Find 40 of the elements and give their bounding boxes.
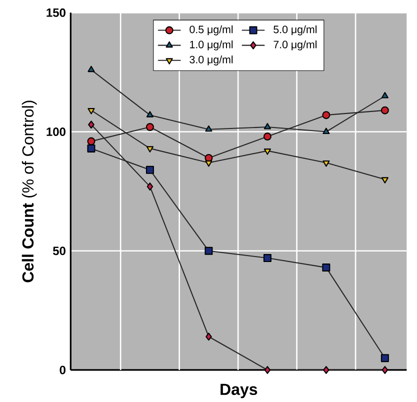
point xyxy=(322,128,330,134)
legend-label: 5.0 μg/ml xyxy=(274,25,317,36)
point xyxy=(323,366,330,374)
x-axis-title: Days xyxy=(220,384,258,398)
point xyxy=(263,132,272,141)
point xyxy=(322,111,330,120)
legend-label: 0.5 μg/ml xyxy=(190,25,233,36)
point xyxy=(381,92,388,98)
point xyxy=(146,123,154,132)
point xyxy=(204,246,213,255)
point xyxy=(263,254,272,262)
y-axis-title: Cell Count (% of Control) xyxy=(22,100,37,282)
legend-label: 7.0 μg/ml xyxy=(274,40,317,50)
point xyxy=(88,66,95,72)
point xyxy=(146,111,154,118)
point xyxy=(146,146,154,152)
point xyxy=(380,106,389,114)
point xyxy=(87,144,96,152)
legend-label: 1.0 μg/ml xyxy=(190,40,233,50)
point xyxy=(264,148,271,155)
point xyxy=(205,125,212,132)
point xyxy=(146,182,154,191)
y-tick-label: 50 xyxy=(52,246,66,256)
point xyxy=(382,366,388,374)
point xyxy=(88,120,94,129)
point xyxy=(206,332,212,341)
point xyxy=(88,108,95,114)
point xyxy=(87,137,96,146)
point xyxy=(322,160,330,167)
y-tick-label: 150 xyxy=(46,8,66,17)
point xyxy=(264,123,271,130)
point xyxy=(205,160,212,167)
point xyxy=(380,354,389,362)
y-tick-label: 100 xyxy=(46,128,66,136)
point xyxy=(146,166,154,174)
legend-label: 3.0 μg/ml xyxy=(190,56,233,66)
point xyxy=(264,366,271,374)
y-tick-label: 0 xyxy=(60,366,66,374)
point xyxy=(381,177,388,184)
point xyxy=(322,264,330,272)
